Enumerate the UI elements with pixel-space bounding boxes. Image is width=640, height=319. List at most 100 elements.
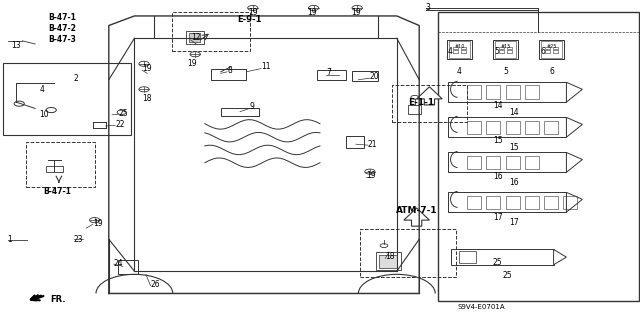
Bar: [118, 260, 138, 274]
Text: 8: 8: [227, 66, 232, 75]
Text: 15: 15: [509, 143, 518, 152]
Bar: [3, 63, 131, 135]
Text: 2: 2: [74, 74, 78, 83]
Text: B-47-3: B-47-3: [48, 35, 76, 44]
Text: 19: 19: [307, 8, 317, 17]
Text: 3: 3: [426, 4, 431, 12]
Bar: [448, 152, 566, 172]
Text: 19: 19: [248, 8, 258, 17]
Bar: [525, 85, 539, 99]
Text: 22: 22: [115, 120, 125, 129]
Text: 17: 17: [493, 213, 502, 222]
Bar: [499, 47, 504, 49]
Bar: [317, 70, 346, 80]
Bar: [447, 40, 472, 59]
Bar: [495, 41, 516, 58]
Bar: [541, 41, 562, 58]
Text: 24: 24: [114, 259, 124, 268]
Bar: [352, 71, 378, 81]
Text: 7: 7: [326, 68, 332, 77]
Bar: [525, 196, 539, 209]
Bar: [486, 85, 500, 99]
Text: 26: 26: [150, 280, 160, 289]
Polygon shape: [566, 117, 582, 137]
Text: 5: 5: [503, 67, 508, 76]
Text: E-9-1: E-9-1: [237, 15, 261, 24]
Text: E-1-1: E-1-1: [408, 98, 435, 107]
Bar: [525, 121, 539, 134]
Text: 5: 5: [495, 47, 500, 56]
Bar: [467, 85, 481, 99]
Bar: [172, 12, 250, 51]
Bar: [506, 196, 520, 209]
Bar: [46, 166, 63, 172]
Bar: [563, 196, 577, 209]
Bar: [467, 196, 481, 209]
Text: 25: 25: [502, 271, 513, 279]
Bar: [449, 41, 470, 58]
Bar: [408, 105, 421, 114]
Bar: [506, 121, 520, 134]
Bar: [545, 50, 550, 53]
Text: 18: 18: [385, 252, 395, 261]
Bar: [379, 255, 397, 268]
Bar: [486, 121, 500, 134]
Text: 1: 1: [8, 235, 12, 244]
Bar: [221, 108, 259, 116]
Bar: [539, 40, 564, 59]
Text: 16: 16: [493, 172, 502, 181]
Text: 23: 23: [74, 235, 83, 244]
Bar: [360, 229, 456, 277]
Text: 13: 13: [12, 41, 21, 50]
Bar: [545, 47, 550, 49]
Text: FR.: FR.: [50, 295, 65, 304]
Bar: [467, 121, 481, 134]
Text: 16: 16: [509, 178, 518, 187]
Bar: [525, 156, 539, 169]
Text: B-47-1: B-47-1: [44, 187, 72, 196]
Polygon shape: [566, 82, 582, 102]
Text: 10: 10: [40, 110, 49, 119]
Text: 19: 19: [142, 64, 152, 73]
Text: B-47-1: B-47-1: [48, 13, 76, 22]
Bar: [448, 192, 566, 212]
Text: 19: 19: [351, 8, 360, 17]
Text: 6: 6: [549, 67, 554, 76]
Text: 11: 11: [261, 63, 271, 71]
Bar: [553, 47, 558, 49]
Bar: [507, 47, 512, 49]
Bar: [493, 40, 518, 59]
Bar: [453, 47, 458, 49]
Bar: [499, 50, 504, 53]
Text: B-47-2: B-47-2: [48, 24, 76, 33]
Text: 15: 15: [493, 137, 502, 145]
Text: #10: #10: [454, 44, 465, 49]
Bar: [211, 69, 246, 80]
Bar: [461, 47, 466, 49]
Bar: [346, 136, 364, 148]
Text: 21: 21: [368, 140, 378, 149]
Text: 9: 9: [250, 102, 255, 111]
Bar: [26, 142, 95, 187]
Text: 4: 4: [457, 67, 462, 76]
Text: 4: 4: [40, 85, 45, 94]
Bar: [544, 196, 558, 209]
Text: #25: #25: [547, 44, 557, 49]
Bar: [189, 33, 200, 42]
Text: 19: 19: [93, 219, 102, 228]
Text: 4: 4: [448, 47, 453, 56]
Bar: [486, 156, 500, 169]
Bar: [451, 249, 554, 265]
Bar: [376, 252, 401, 270]
Text: ATM-7-1: ATM-7-1: [396, 206, 437, 215]
Bar: [186, 31, 204, 44]
Text: 6: 6: [541, 47, 546, 56]
Bar: [453, 50, 458, 53]
Text: 18: 18: [142, 94, 152, 103]
Bar: [506, 156, 520, 169]
Polygon shape: [566, 192, 582, 212]
Bar: [553, 50, 558, 53]
Text: 20: 20: [370, 72, 380, 81]
Text: 14: 14: [509, 108, 518, 117]
Text: 19: 19: [187, 59, 196, 68]
